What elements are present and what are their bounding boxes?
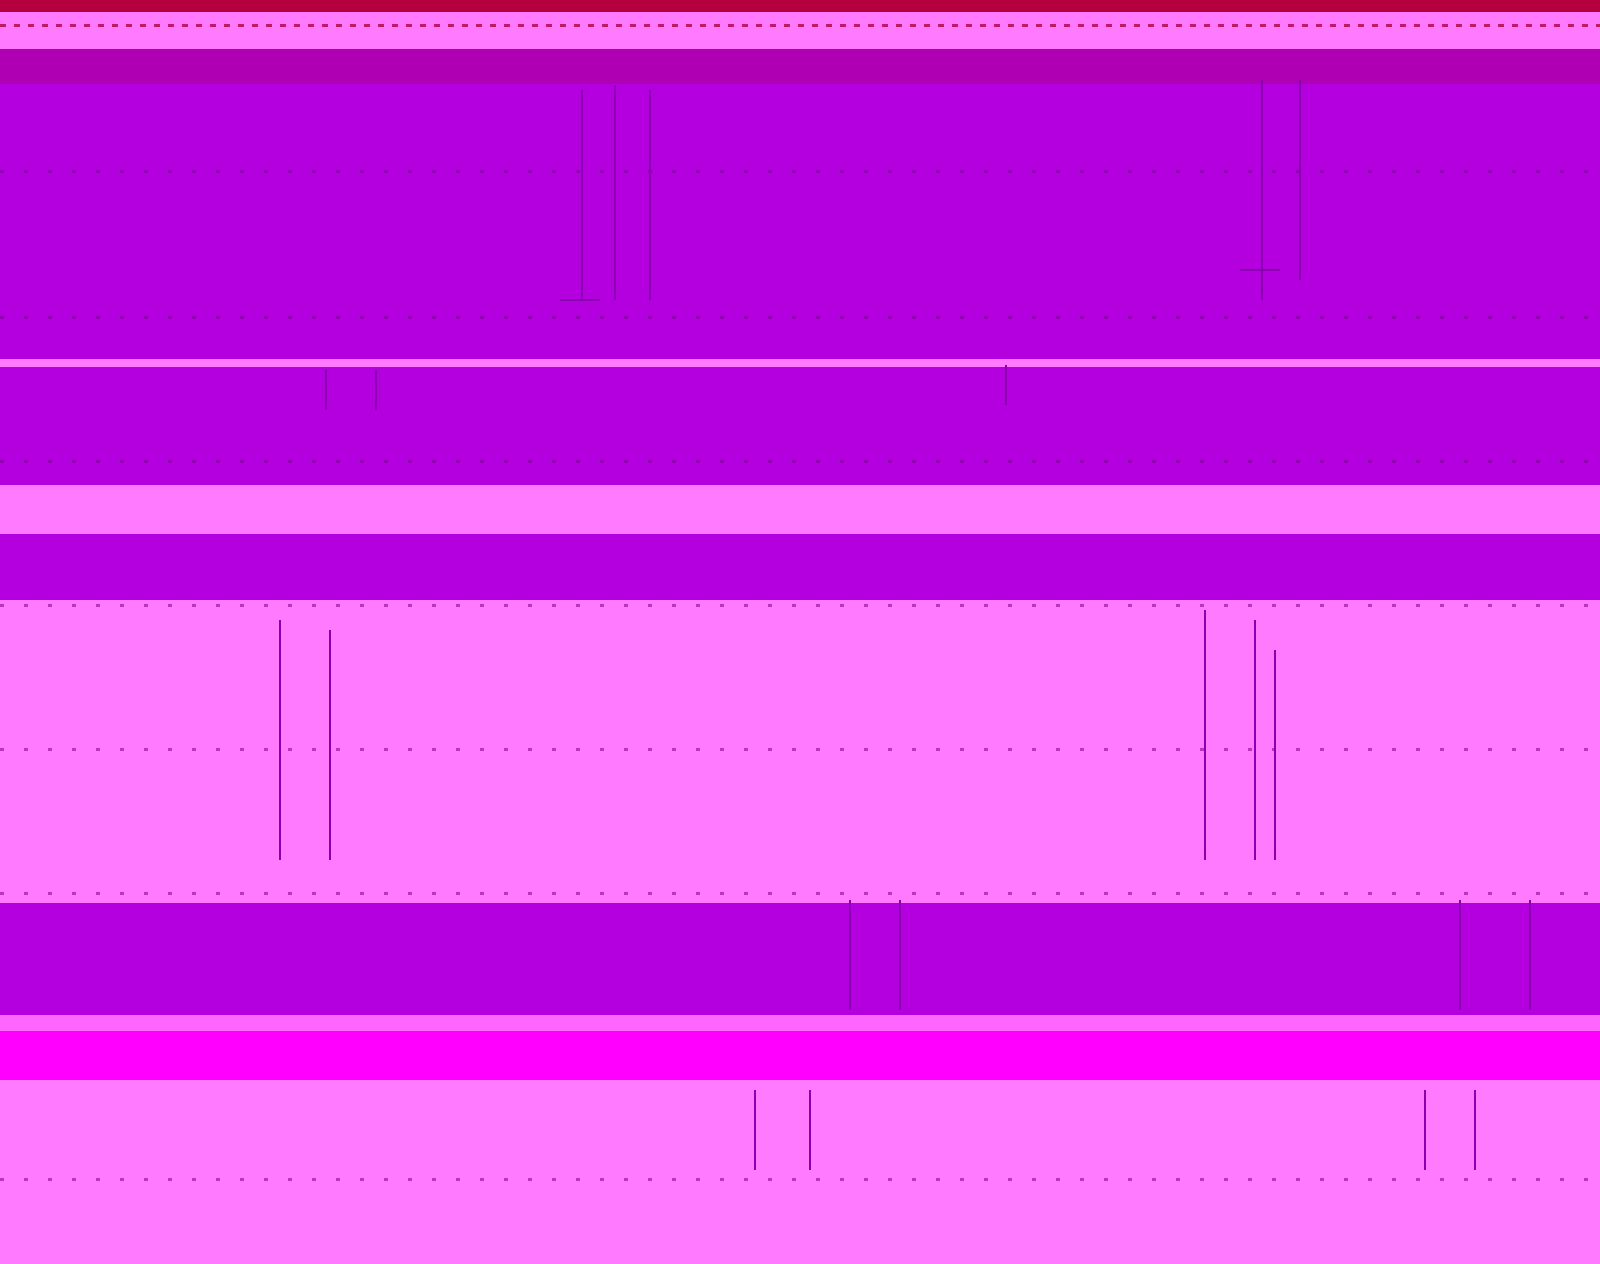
glitch-stroke <box>754 1090 1476 1170</box>
panel <box>0 534 1600 600</box>
glitch-stroke <box>325 365 1007 410</box>
dotted-row <box>0 316 1600 319</box>
dotted-row <box>0 748 1600 751</box>
dotted-row <box>0 892 1600 895</box>
separator <box>0 485 1600 534</box>
glitch-stroke <box>560 85 651 301</box>
panel <box>0 367 1600 485</box>
toolbar <box>0 12 1600 49</box>
top-bar <box>0 0 1600 12</box>
glitch-lines <box>279 80 1531 1170</box>
separator <box>0 1015 1600 1031</box>
separator <box>0 359 1600 367</box>
header-band <box>0 49 1600 84</box>
toolbar-noise <box>0 24 1600 27</box>
highlight-band <box>0 1031 1600 1080</box>
panel <box>0 84 1600 359</box>
dotted-row <box>0 1178 1600 1181</box>
glitch-stroke <box>849 900 1531 1010</box>
dotted-row <box>0 604 1600 607</box>
dotted-row <box>0 170 1600 173</box>
panel <box>0 903 1600 1015</box>
glitch-stroke <box>1240 80 1301 300</box>
dotted-row <box>0 460 1600 463</box>
glitch-stroke <box>279 610 1276 860</box>
